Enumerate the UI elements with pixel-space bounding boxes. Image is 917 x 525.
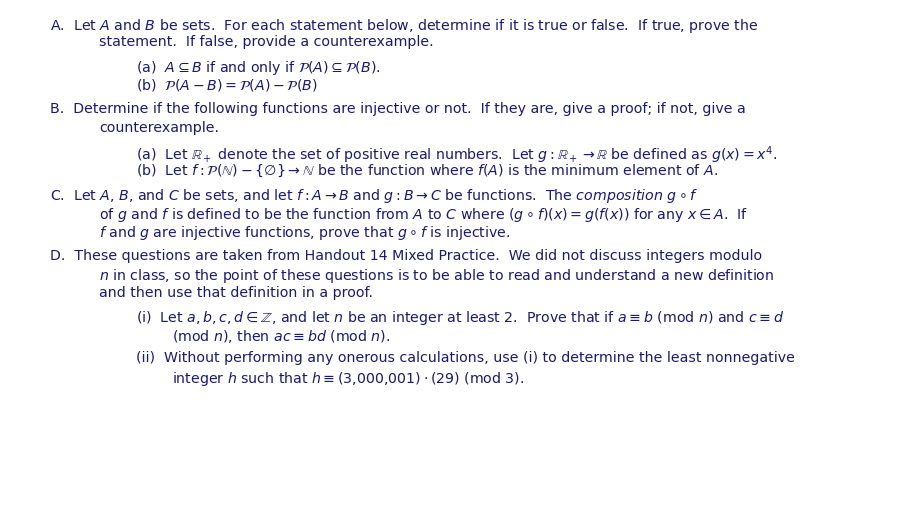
Text: (a)  Let $\mathbb{R}_+$ denote the set of positive real numbers.  Let $g: \mathb: (a) Let $\mathbb{R}_+$ denote the set of… (136, 144, 778, 166)
Text: $n$ in class, so the point of these questions is to be able to read and understa: $n$ in class, so the point of these ques… (99, 267, 774, 285)
Text: statement.  If false, provide a counterexample.: statement. If false, provide a counterex… (99, 35, 434, 49)
Text: (i)  Let $a, b, c, d \in \mathbb{Z}$, and let $n$ be an integer at least 2.  Pro: (i) Let $a, b, c, d \in \mathbb{Z}$, and… (136, 309, 784, 327)
Text: and then use that definition in a proof.: and then use that definition in a proof. (99, 286, 373, 300)
Text: C.  Let $A$, $B$, and $C$ be sets, and let $f: A \to B$ and $g: B \to C$ be func: C. Let $A$, $B$, and $C$ be sets, and le… (50, 187, 699, 205)
Text: (b)  Let $f: \mathcal{P}(\mathbb{N}) - \{\emptyset\} \to \mathbb{N}$ be the func: (b) Let $f: \mathcal{P}(\mathbb{N}) - \{… (136, 163, 718, 179)
Text: $f$ and $g$ are injective functions, prove that $g \circ f$ is injective.: $f$ and $g$ are injective functions, pro… (99, 224, 511, 242)
Text: A.  Let $A$ and $B$ be sets.  For each statement below, determine if it is true : A. Let $A$ and $B$ be sets. For each sta… (50, 17, 759, 35)
Text: (b)  $\mathcal{P}(A - B) = \mathcal{P}(A) - \mathcal{P}(B)$: (b) $\mathcal{P}(A - B) = \mathcal{P}(A)… (136, 77, 317, 93)
Text: (mod $n$), then $ac \equiv bd$ (mod $n$).: (mod $n$), then $ac \equiv bd$ (mod $n$)… (172, 328, 391, 344)
Text: counterexample.: counterexample. (99, 121, 219, 135)
Text: (a)  $A \subseteq B$ if and only if $\mathcal{P}(A) \subseteq \mathcal{P}(B)$.: (a) $A \subseteq B$ if and only if $\mat… (136, 59, 381, 77)
Text: D.  These questions are taken from Handout 14 Mixed Practice.  We did not discus: D. These questions are taken from Handou… (50, 249, 763, 263)
Text: (ii)  Without performing any onerous calculations, use (i) to determine the leas: (ii) Without performing any onerous calc… (136, 351, 795, 365)
Text: B.  Determine if the following functions are injective or not.  If they are, giv: B. Determine if the following functions … (50, 102, 746, 117)
Text: of $g$ and $f$ is defined to be the function from $A$ to $C$ where $(g \circ f)(: of $g$ and $f$ is defined to be the func… (99, 206, 748, 224)
Text: integer $h$ such that $h \equiv (3{,}000{,}001) \cdot (29)$ (mod 3).: integer $h$ such that $h \equiv (3{,}000… (172, 370, 525, 387)
